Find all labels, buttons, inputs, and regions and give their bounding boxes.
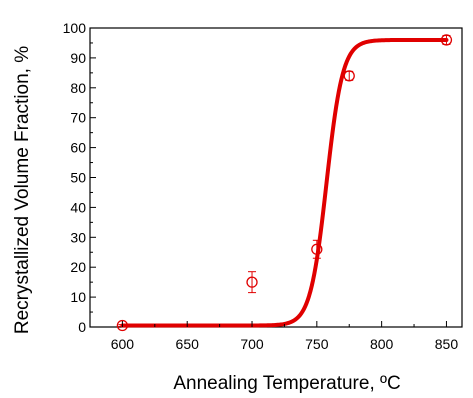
data-point [311, 239, 323, 259]
fit-curve [120, 37, 449, 328]
data-marker [116, 319, 129, 332]
data-points-layer [116, 34, 453, 332]
axis-ticks-layer: 600 650 700 750 800 850 0 10 20 30 40 50 60 70 80 90 100 [63, 20, 459, 352]
x-axis-title: Annealing Temperature, ºC [173, 373, 400, 394]
x-tick-label: 650 [176, 336, 200, 352]
data-marker [311, 243, 323, 255]
data-marker [246, 276, 258, 288]
y-tick-label: 70 [70, 110, 86, 126]
y-tick-label: 90 [70, 50, 86, 66]
y-tick-label: 20 [70, 259, 86, 275]
data-point [440, 34, 453, 46]
data-marker [343, 70, 355, 82]
y-tick-label: 40 [70, 199, 86, 215]
x-tick-label: 750 [305, 336, 329, 352]
y-tick-label: 60 [70, 140, 86, 156]
y-tick-label: 50 [70, 170, 86, 186]
y-tick-label: 80 [70, 80, 86, 96]
y-tick-label: 0 [78, 319, 86, 335]
data-marker [440, 34, 453, 46]
fit-curve-layer [120, 37, 449, 328]
data-point [343, 70, 355, 82]
y-tick-label: 100 [63, 20, 87, 36]
x-tick-label: 600 [111, 336, 135, 352]
data-point [246, 271, 258, 294]
x-tick-label: 700 [240, 336, 264, 352]
x-tick-label: 800 [370, 336, 394, 352]
x-tick-label: 850 [435, 336, 459, 352]
y-tick-label: 10 [70, 289, 86, 305]
plot-frame [89, 27, 463, 328]
y-tick-label: 30 [70, 229, 86, 245]
plot-area [89, 27, 463, 328]
y-axis-title: Recrystallized Volume Fraction, % [12, 46, 33, 334]
